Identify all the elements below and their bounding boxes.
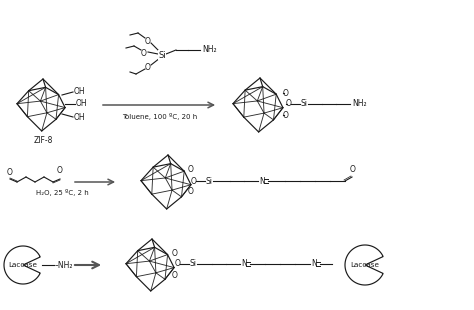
Text: OH: OH xyxy=(76,100,88,108)
Text: H₂O, 25 ºC, 2 h: H₂O, 25 ºC, 2 h xyxy=(36,189,89,196)
Text: O: O xyxy=(145,63,151,72)
Text: O: O xyxy=(188,188,194,197)
Text: ZIF-8: ZIF-8 xyxy=(33,136,53,145)
Text: Toluene, 100 ºC, 20 h: Toluene, 100 ºC, 20 h xyxy=(122,113,198,120)
Text: Si: Si xyxy=(190,259,197,268)
Text: O: O xyxy=(350,165,356,174)
Text: O: O xyxy=(141,48,147,57)
Text: O: O xyxy=(283,110,289,119)
Text: Si: Si xyxy=(158,51,166,60)
Text: OH: OH xyxy=(74,87,86,96)
Text: O: O xyxy=(57,166,63,175)
Text: N: N xyxy=(311,259,317,268)
Text: N: N xyxy=(259,176,265,185)
Text: NH₂: NH₂ xyxy=(352,100,366,108)
Text: Laccase: Laccase xyxy=(350,262,380,268)
Text: O: O xyxy=(7,168,13,177)
Polygon shape xyxy=(345,245,383,285)
Text: O: O xyxy=(172,271,178,280)
Polygon shape xyxy=(4,246,40,284)
Text: O: O xyxy=(283,88,289,98)
Text: Si: Si xyxy=(301,100,308,108)
Text: N: N xyxy=(241,259,247,268)
Text: O: O xyxy=(188,166,194,175)
Text: O: O xyxy=(191,176,197,185)
Text: O: O xyxy=(286,100,292,108)
Text: OH: OH xyxy=(74,113,86,122)
Text: O: O xyxy=(145,37,151,46)
Text: O: O xyxy=(172,249,178,258)
Text: Si: Si xyxy=(206,176,213,185)
Text: –NH₂: –NH₂ xyxy=(55,260,73,269)
Text: Laccase: Laccase xyxy=(9,262,37,268)
Text: O: O xyxy=(175,259,181,268)
Text: NH₂: NH₂ xyxy=(202,46,217,55)
